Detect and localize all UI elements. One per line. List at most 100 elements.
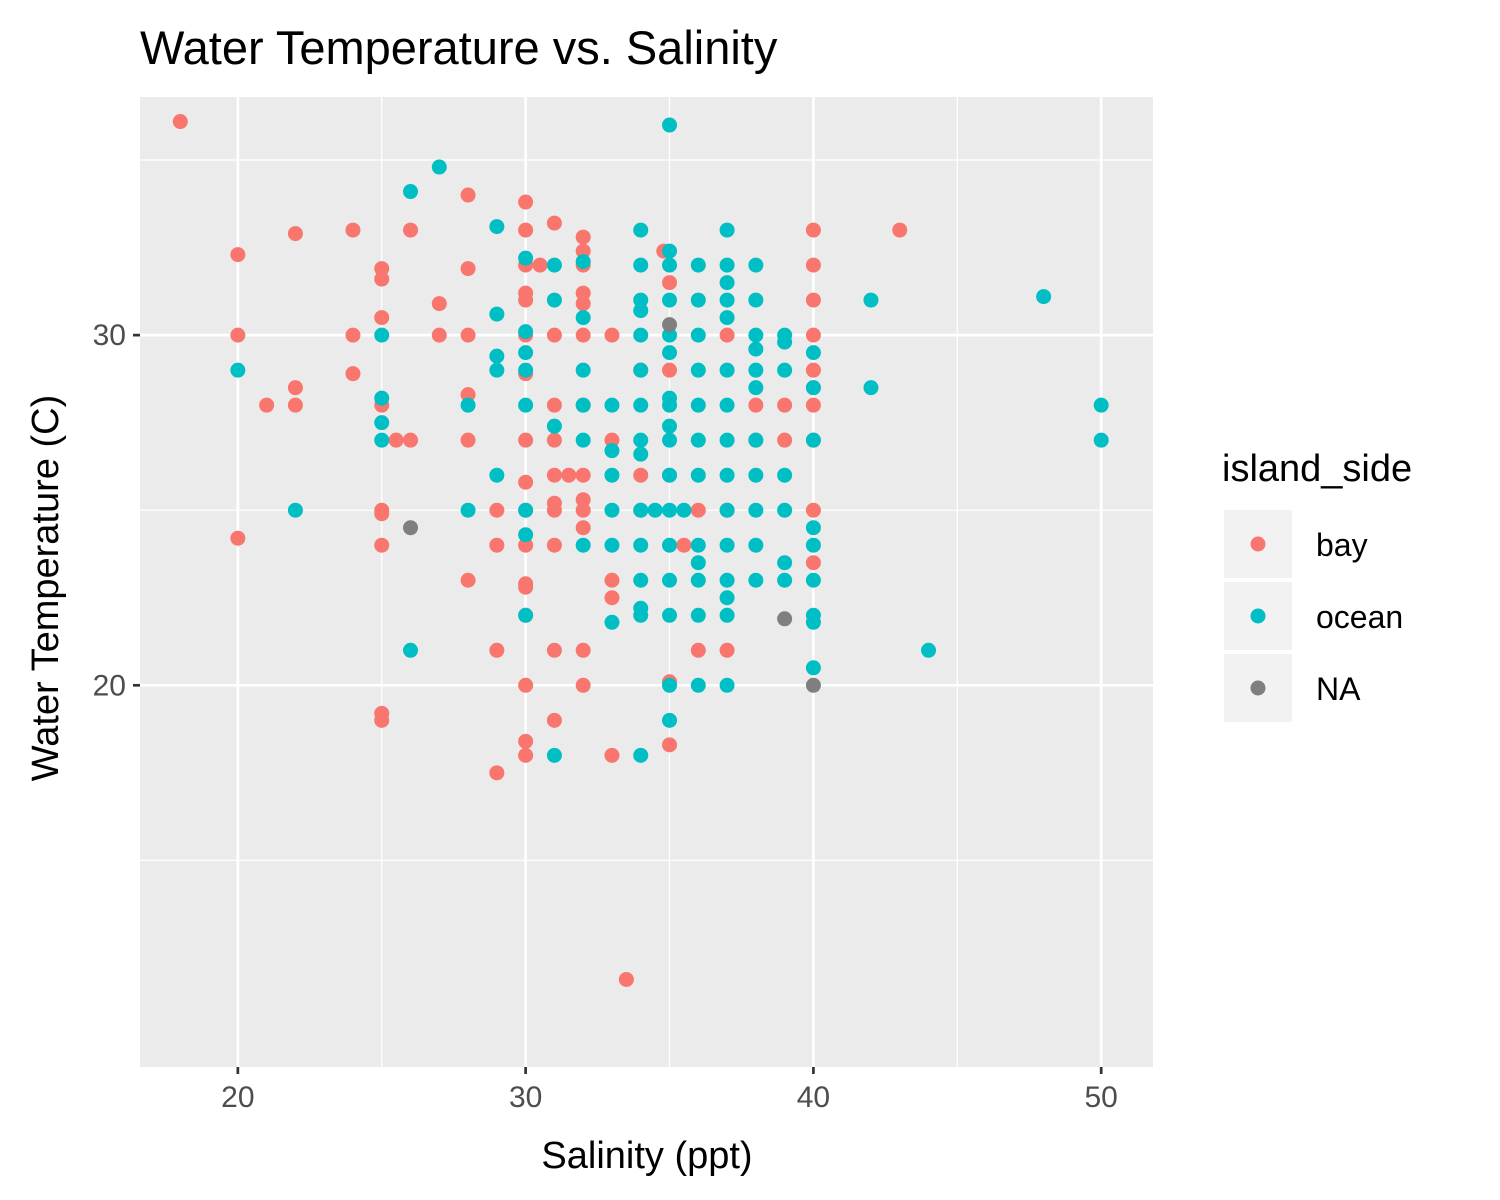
legend-items: bay ocean NA [1224,510,1403,722]
y-tick-label: 30 [93,319,126,352]
data-point [921,642,937,658]
data-point [604,327,620,343]
data-point [719,292,735,308]
data-point [518,747,534,763]
data-point [719,310,735,326]
data-point [662,467,678,483]
data-point [777,397,793,413]
data-point [690,397,706,413]
data-point [633,446,649,462]
data-point [662,572,678,588]
data-point [518,537,534,553]
data-point [604,747,620,763]
data-point [719,362,735,378]
data-point [575,432,591,448]
legend-item: bay [1224,510,1368,578]
data-point [633,397,649,413]
data-point [374,432,390,448]
data-point [662,362,678,378]
data-point [805,677,821,693]
data-point [805,502,821,518]
data-point [518,677,534,693]
data-point [805,362,821,378]
data-point [805,660,821,676]
data-point [719,590,735,606]
data-point [575,362,591,378]
data-point [662,432,678,448]
data-point [172,114,188,130]
data-point [489,642,505,658]
data-point [777,572,793,588]
data-point [546,712,562,728]
data-point [805,222,821,238]
data-point [719,607,735,623]
data-point [287,502,303,518]
data-point [777,502,793,518]
data-point [805,537,821,553]
data-point [518,607,534,623]
legend-item: ocean [1224,582,1403,650]
data-point [748,362,764,378]
axis-ticks [133,333,1103,1074]
data-point [719,502,735,518]
data-point [374,271,390,287]
chart-title: Water Temperature vs. Salinity [140,21,778,74]
x-tick-label: 40 [797,1081,830,1114]
data-point [575,642,591,658]
data-point [604,590,620,606]
data-point [748,380,764,396]
data-point [546,537,562,553]
data-point [676,502,692,518]
data-point [777,611,793,627]
data-point [719,222,735,238]
data-point [460,387,476,403]
data-point [719,537,735,553]
data-point [230,247,246,263]
legend-label: ocean [1316,599,1403,635]
data-point [690,257,706,273]
data-point [374,327,390,343]
series-ocean [230,117,1109,763]
data-point [518,397,534,413]
axis-tick-labels: 20 30 40 50 20 30 [93,319,1118,1114]
data-point [345,222,361,238]
data-point [604,397,620,413]
data-point [546,642,562,658]
data-point [345,327,361,343]
data-point [460,432,476,448]
data-point [662,275,678,291]
data-point [662,292,678,308]
data-point [460,397,476,413]
data-point [662,607,678,623]
data-point [374,537,390,553]
legend-key-point [1250,608,1266,624]
data-point [489,362,505,378]
data-point [518,362,534,378]
data-point [546,747,562,763]
data-point [230,530,246,546]
data-point [575,296,591,312]
data-point [546,215,562,231]
data-point [575,327,591,343]
data-point [374,390,390,406]
data-point [618,971,634,987]
legend-item: NA [1224,654,1361,722]
data-point [805,380,821,396]
data-point [719,642,735,658]
data-point [805,614,821,630]
data-point [518,324,534,340]
data-point [460,261,476,277]
data-point [777,362,793,378]
data-point [489,348,505,364]
data-point [575,254,591,270]
data-point [805,432,821,448]
data-point [460,502,476,518]
data-point [719,257,735,273]
data-point [633,607,649,623]
data-point [489,765,505,781]
data-point [633,502,649,518]
data-point [374,415,390,431]
data-point [374,261,390,277]
x-tick-label: 50 [1085,1081,1118,1114]
